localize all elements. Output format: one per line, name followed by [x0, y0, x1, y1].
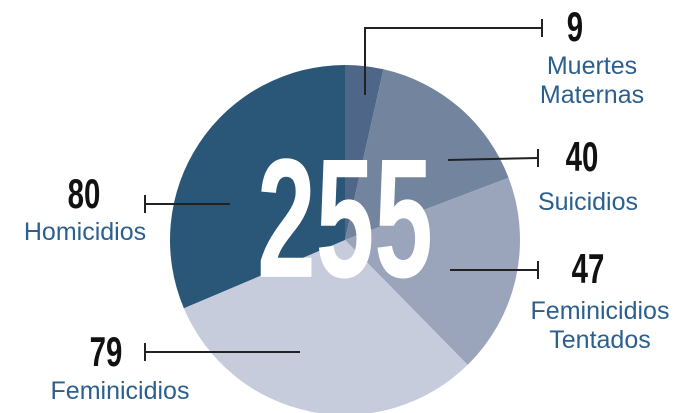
- value-label: 79: [90, 328, 123, 376]
- category-label: Suicidios: [537, 188, 639, 216]
- value-label: 40: [566, 133, 599, 181]
- pie-slice: [345, 69, 509, 241]
- value-label: 47: [572, 245, 605, 293]
- pie-slice: [170, 65, 345, 309]
- total-label: 255: [257, 123, 433, 313]
- value-label: 80: [68, 170, 101, 218]
- pie-slice: [345, 177, 520, 365]
- pie-slice: [183, 240, 468, 413]
- leader-line: [447, 157, 539, 161]
- category-label: Muertes Maternas: [539, 52, 645, 109]
- category-label: Feminicidios: [50, 377, 190, 405]
- pie-slice: [345, 65, 384, 240]
- leader-line: [364, 27, 542, 95]
- category-label: Homicidios: [23, 218, 147, 246]
- category-label: Feminicidios Tentados: [530, 297, 670, 354]
- value-label: 9: [567, 3, 583, 51]
